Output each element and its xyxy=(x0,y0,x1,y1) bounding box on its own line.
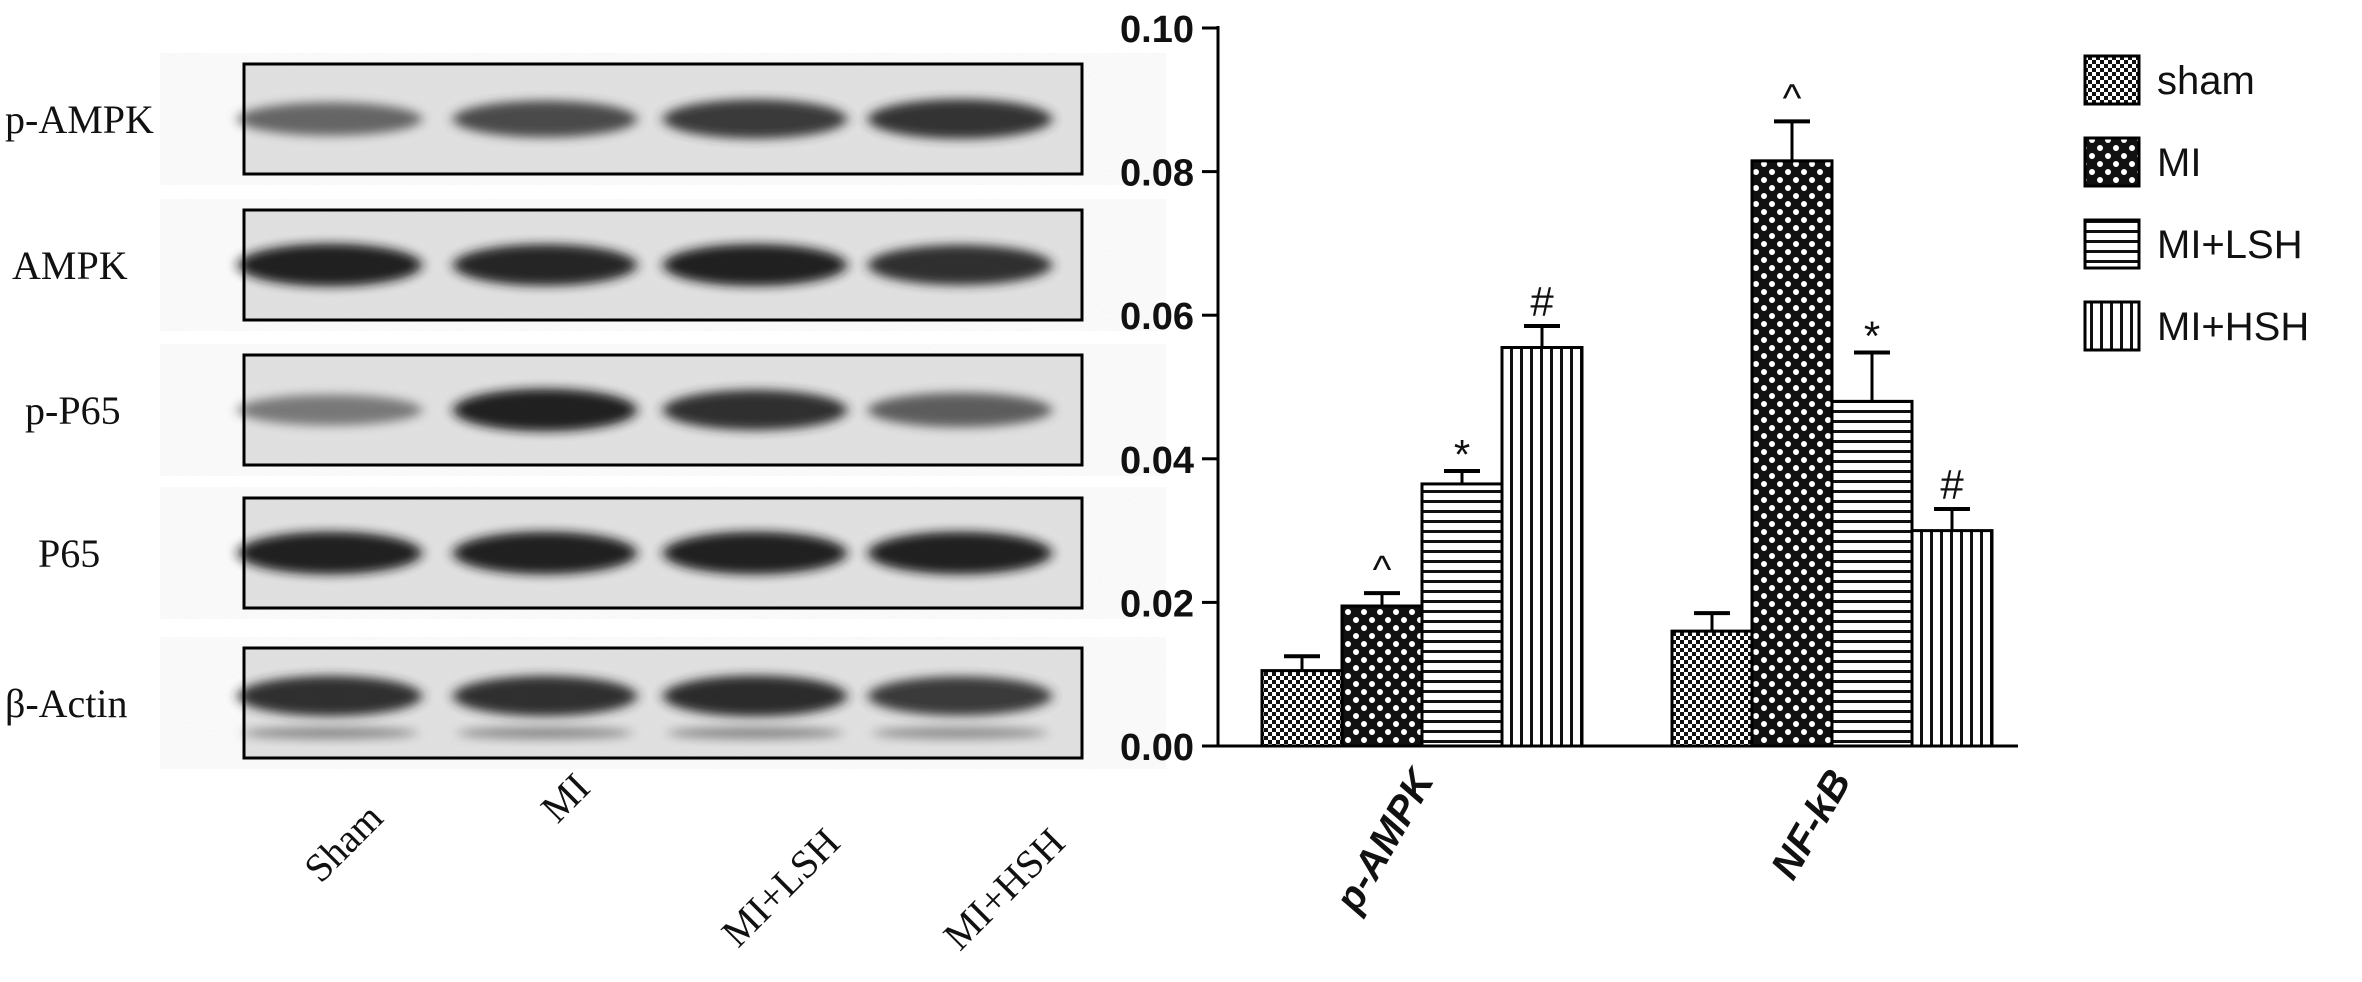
bar-group-item: ^ xyxy=(1750,76,1834,748)
legend-label: MI xyxy=(2157,141,2201,185)
significance-marker: # xyxy=(1940,461,1964,508)
blot-band xyxy=(453,244,637,286)
bar-group-item xyxy=(1260,654,1344,748)
bar-chart: 0.00 0.02 0.04 0.06 0.08 0.10 ^ * # ^ * # p-AMPK NF-k… xyxy=(1120,9,2309,920)
legend-item: MI xyxy=(2083,136,2201,188)
y-tick-label: 0.08 xyxy=(1120,153,1194,195)
blot-band xyxy=(663,389,847,431)
blot-border xyxy=(242,496,1084,610)
blot-band-lower xyxy=(667,727,843,739)
legend-item: MI+HSH xyxy=(2083,300,2309,352)
y-tick-label: 0.10 xyxy=(1120,9,1194,51)
significance-marker: ^ xyxy=(1373,548,1392,592)
significance-marker: * xyxy=(1864,313,1880,360)
legend-swatch xyxy=(2083,218,2141,270)
legend-swatch xyxy=(2083,54,2141,106)
blot-border xyxy=(242,646,1084,760)
blot-band-lower xyxy=(457,727,633,739)
blot-band xyxy=(238,675,422,717)
bar-group-item: * xyxy=(1830,313,1914,748)
legend-swatch xyxy=(2083,136,2141,188)
blot-lane-label: MI+HSH xyxy=(934,820,1073,959)
blot-row-label: β-Actin xyxy=(5,681,128,726)
blot-row-label: p-AMPK xyxy=(5,97,154,142)
bar-group-item: # xyxy=(1500,278,1584,748)
bar xyxy=(1670,629,1754,748)
blot-band xyxy=(868,99,1052,139)
bar-group-item: # xyxy=(1910,461,1994,748)
blot-lane-label: MI+LSH xyxy=(713,820,849,956)
blot-row-label: AMPK xyxy=(12,243,128,288)
blot-band xyxy=(868,244,1052,286)
blot-band xyxy=(453,100,637,138)
blot-row: β-Actin xyxy=(5,646,1084,760)
bar xyxy=(1500,346,1584,748)
blot-band xyxy=(663,243,847,287)
x-category-label: p-AMPK xyxy=(1326,760,1444,920)
blot-band xyxy=(868,392,1052,428)
bar-group-item: ^ xyxy=(1340,548,1424,748)
significance-marker: ^ xyxy=(1783,76,1802,120)
y-tick-label: 0.06 xyxy=(1120,296,1194,338)
western-blot-panel: p-AMPK AMPK p-P65 P65 β-Actin Sham MI MI+LSH MI+… xyxy=(5,62,1084,959)
bar xyxy=(1910,529,1994,748)
blot-band xyxy=(238,243,422,287)
x-category-label: NF-kB xyxy=(1763,763,1860,887)
blot-band xyxy=(868,676,1052,716)
blot-row-label: P65 xyxy=(38,531,100,576)
blot-band-lower xyxy=(872,727,1048,739)
bar-group-item: * xyxy=(1420,431,1504,748)
significance-marker: * xyxy=(1454,431,1470,478)
bar xyxy=(1420,482,1504,748)
legend-item: sham xyxy=(2083,54,2255,106)
blot-border xyxy=(242,353,1084,467)
blot-row: p-P65 xyxy=(25,353,1084,467)
bar xyxy=(1830,399,1914,748)
bar xyxy=(1260,669,1344,748)
blot-row: p-AMPK xyxy=(5,62,1084,176)
blot-row: AMPK xyxy=(12,208,1084,322)
legend-label: MI+LSH xyxy=(2157,223,2303,267)
bar-group-item xyxy=(1670,611,1754,748)
blot-band xyxy=(453,388,637,432)
legend-label: sham xyxy=(2157,59,2255,103)
y-tick-label: 0.00 xyxy=(1120,727,1194,769)
y-tick-label: 0.02 xyxy=(1120,583,1194,625)
legend-swatch xyxy=(2083,300,2141,352)
blot-row: P65 xyxy=(38,496,1084,610)
legend-item: MI+LSH xyxy=(2083,218,2303,270)
blot-border xyxy=(242,208,1084,322)
bar xyxy=(1340,604,1424,748)
legend-label: MI+HSH xyxy=(2157,305,2309,349)
blot-lane-label: Sham xyxy=(295,795,391,891)
blot-band xyxy=(453,531,637,575)
blot-band xyxy=(663,99,847,139)
y-tick-label: 0.04 xyxy=(1120,440,1194,482)
blot-band xyxy=(453,675,637,717)
blot-band xyxy=(238,102,422,136)
blot-band xyxy=(238,531,422,575)
significance-marker: # xyxy=(1530,278,1554,325)
bar xyxy=(1750,159,1834,748)
blot-band xyxy=(663,675,847,717)
blot-band-lower xyxy=(242,727,418,739)
blot-band xyxy=(868,531,1052,575)
blot-border xyxy=(242,62,1084,176)
blot-band xyxy=(663,531,847,575)
blot-row-label: p-P65 xyxy=(25,388,121,433)
blot-lane-label: MI xyxy=(532,765,598,831)
blot-band xyxy=(238,394,422,426)
